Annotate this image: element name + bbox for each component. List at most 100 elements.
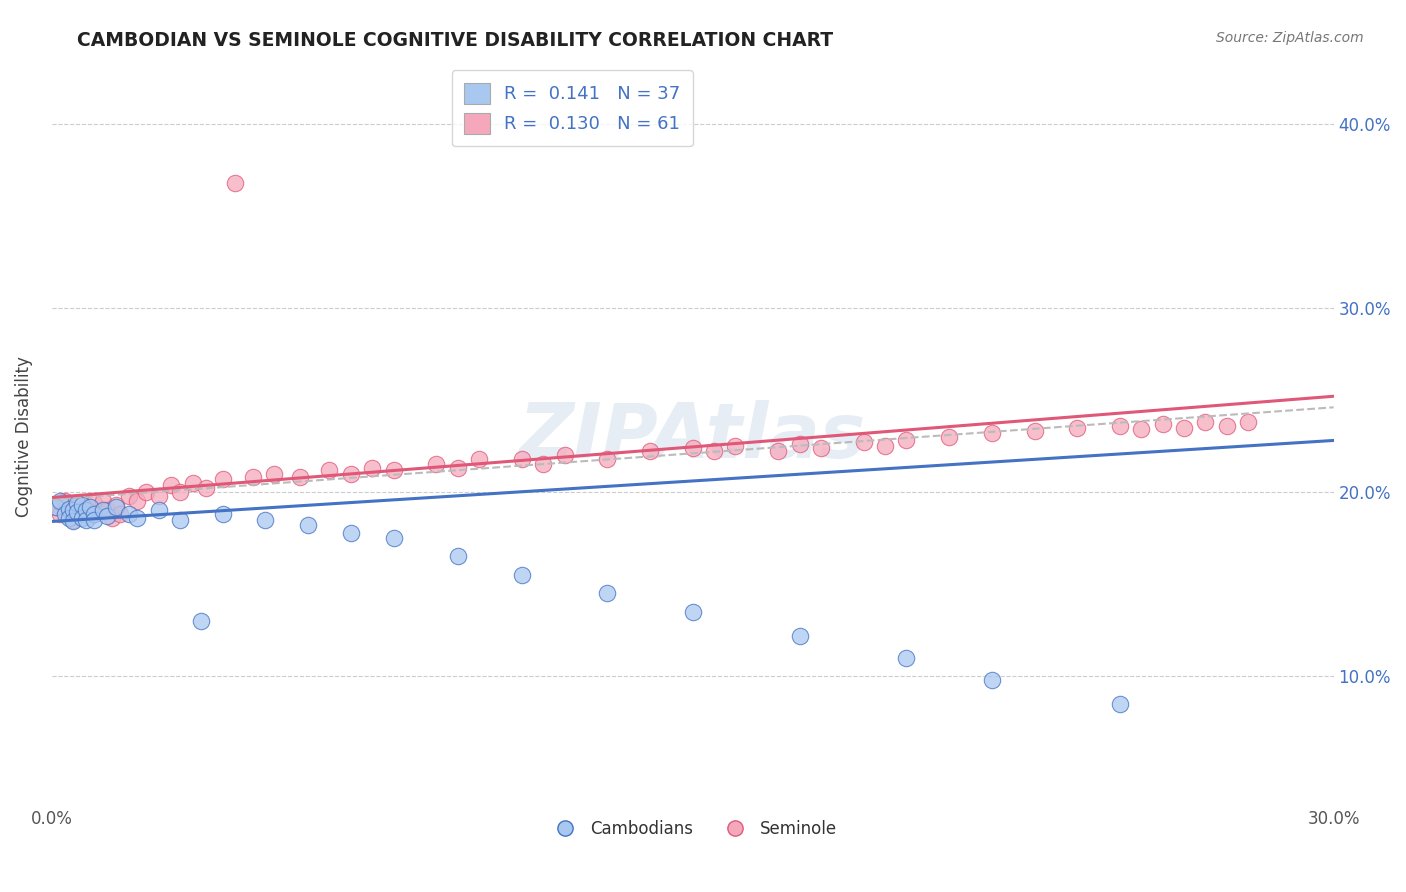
Point [127,494,149,508]
Text: CAMBODIAN VS SEMINOLE COGNITIVE DISABILITY CORRELATION CHART: CAMBODIAN VS SEMINOLE COGNITIVE DISABILI… [77,31,834,50]
Point [510,567,533,582]
Point [148,489,170,503]
Point [553,448,575,462]
Point [1066,420,1088,434]
Point [1130,422,1153,436]
Point [382,531,405,545]
Point [70,498,93,512]
Point [83,513,105,527]
Point [160,477,183,491]
Point [62,503,84,517]
Point [1109,697,1132,711]
Point [66,505,89,519]
Point [361,461,384,475]
Point [318,463,340,477]
Point [682,605,704,619]
Point [45,500,67,514]
Point [127,510,149,524]
Point [118,507,141,521]
Point [66,496,89,510]
Point [49,507,72,521]
Point [45,500,67,514]
Point [447,549,470,564]
Point [852,435,875,450]
Point [181,475,204,490]
Point [104,500,127,514]
Point [789,629,811,643]
Point [75,503,97,517]
Point [91,503,114,517]
Point [58,501,80,516]
Point [468,451,491,466]
Point [447,461,470,475]
Point [288,470,311,484]
Point [340,467,363,481]
Text: ZIPAtlas: ZIPAtlas [519,400,866,474]
Point [169,513,191,527]
Point [789,437,811,451]
Point [254,513,277,527]
Point [242,470,264,484]
Point [79,508,101,523]
Point [531,458,554,472]
Point [211,472,233,486]
Point [118,489,141,503]
Point [169,485,191,500]
Point [53,507,76,521]
Point [766,444,789,458]
Point [297,518,319,533]
Point [638,444,661,458]
Point [980,673,1002,687]
Y-axis label: Cognitive Disability: Cognitive Disability [15,356,32,517]
Point [194,481,217,495]
Point [1237,415,1260,429]
Point [70,510,93,524]
Point [148,503,170,517]
Point [896,650,918,665]
Point [135,485,157,500]
Point [58,510,80,524]
Point [100,510,122,524]
Point [70,507,93,521]
Point [66,498,89,512]
Point [1173,420,1195,434]
Point [83,496,105,510]
Point [87,505,110,519]
Point [96,508,118,523]
Text: Source: ZipAtlas.com: Source: ZipAtlas.com [1216,31,1364,45]
Point [53,494,76,508]
Point [1216,418,1239,433]
Point [104,498,127,512]
Point [810,441,832,455]
Point [211,507,233,521]
Point [873,439,896,453]
Point [1024,424,1046,438]
Point [62,513,84,527]
Point [75,500,97,514]
Point [510,451,533,466]
Point [425,458,447,472]
Point [980,426,1002,441]
Point [108,507,131,521]
Point [96,503,118,517]
Point [75,513,97,527]
Point [340,525,363,540]
Point [596,586,619,600]
Point [224,176,246,190]
Point [938,430,960,444]
Point [703,444,725,458]
Point [79,500,101,514]
Point [1194,415,1216,429]
Point [1109,418,1132,433]
Point [896,434,918,448]
Point [91,494,114,508]
Point [682,441,704,455]
Point [263,467,285,481]
Point [62,515,84,529]
Point [49,494,72,508]
Point [58,503,80,517]
Point [83,507,105,521]
Point [190,614,212,628]
Point [724,439,747,453]
Point [596,451,619,466]
